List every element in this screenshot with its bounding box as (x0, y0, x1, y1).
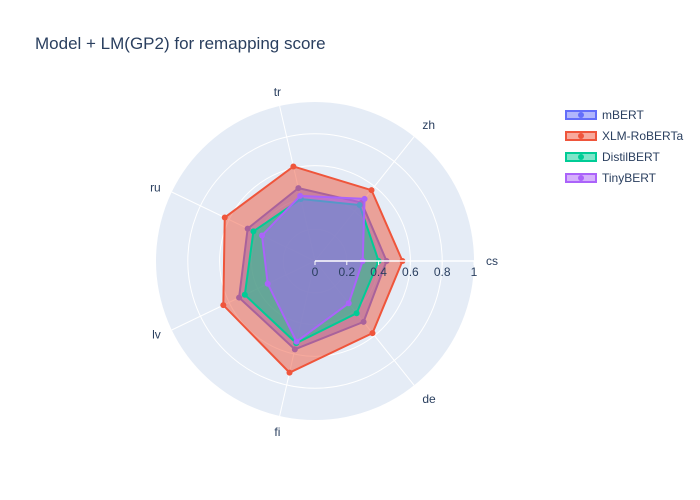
legend-marker (578, 133, 584, 139)
legend-item-distilbert[interactable]: DistilBERT (565, 150, 660, 164)
legend[interactable]: mBERT XLM-RoBERTa DistilBERT TinyBERT (565, 108, 683, 185)
data-point-tr[interactable] (290, 163, 297, 170)
data-point-ru[interactable] (221, 214, 228, 221)
legend-label: XLM-RoBERTa (602, 129, 683, 143)
data-point-fi[interactable] (286, 369, 293, 376)
series-tinybert[interactable] (258, 192, 368, 345)
category-labels: cs de fi lv ru tr zh (150, 85, 498, 439)
legend-label: mBERT (602, 108, 644, 122)
radial-axis: 0 0.2 0.4 0.6 0.8 1 (312, 260, 478, 279)
legend-marker (578, 175, 584, 181)
radial-tick-label: 0.4 (370, 265, 387, 279)
series-area (260, 194, 366, 344)
radial-tick-label: 1 (471, 265, 478, 279)
data-point-zh[interactable] (361, 195, 368, 202)
data-point-lv[interactable] (241, 291, 248, 298)
data-point-lv[interactable] (264, 280, 271, 287)
data-point-lv[interactable] (220, 302, 227, 309)
legend-marker (578, 112, 584, 118)
radial-tick-label: 0.2 (338, 265, 355, 279)
legend-item-mbert[interactable]: mBERT (565, 108, 644, 122)
legend-item-tinybert[interactable]: TinyBERT (565, 171, 657, 185)
legend-label: TinyBERT (602, 171, 657, 185)
chart-title: Model + LM(GP2) for remapping score (35, 34, 326, 53)
category-label-cs: cs (486, 254, 498, 268)
data-point-tr[interactable] (297, 192, 304, 199)
data-point-zh[interactable] (368, 187, 375, 194)
radial-tick-label: 0 (312, 265, 319, 279)
radial-tick-label: 0.8 (434, 265, 451, 279)
category-label-de: de (422, 392, 436, 406)
data-point-fi[interactable] (293, 338, 300, 345)
data-point-ru[interactable] (250, 228, 257, 235)
legend-marker (578, 154, 584, 160)
category-label-fi: fi (274, 425, 280, 439)
data-point-de[interactable] (369, 330, 376, 337)
legend-item-xlm-roberta[interactable]: XLM-RoBERTa (565, 129, 683, 143)
data-point-de[interactable] (345, 300, 352, 307)
data-point-ru[interactable] (258, 232, 265, 239)
category-label-ru: ru (150, 181, 161, 195)
category-label-tr: tr (274, 85, 281, 99)
category-label-lv: lv (152, 327, 161, 341)
data-point-de[interactable] (353, 310, 360, 317)
category-label-zh: zh (422, 118, 435, 132)
series-layer (220, 163, 406, 376)
legend-label: DistilBERT (602, 150, 660, 164)
radial-tick-label: 0.6 (402, 265, 419, 279)
